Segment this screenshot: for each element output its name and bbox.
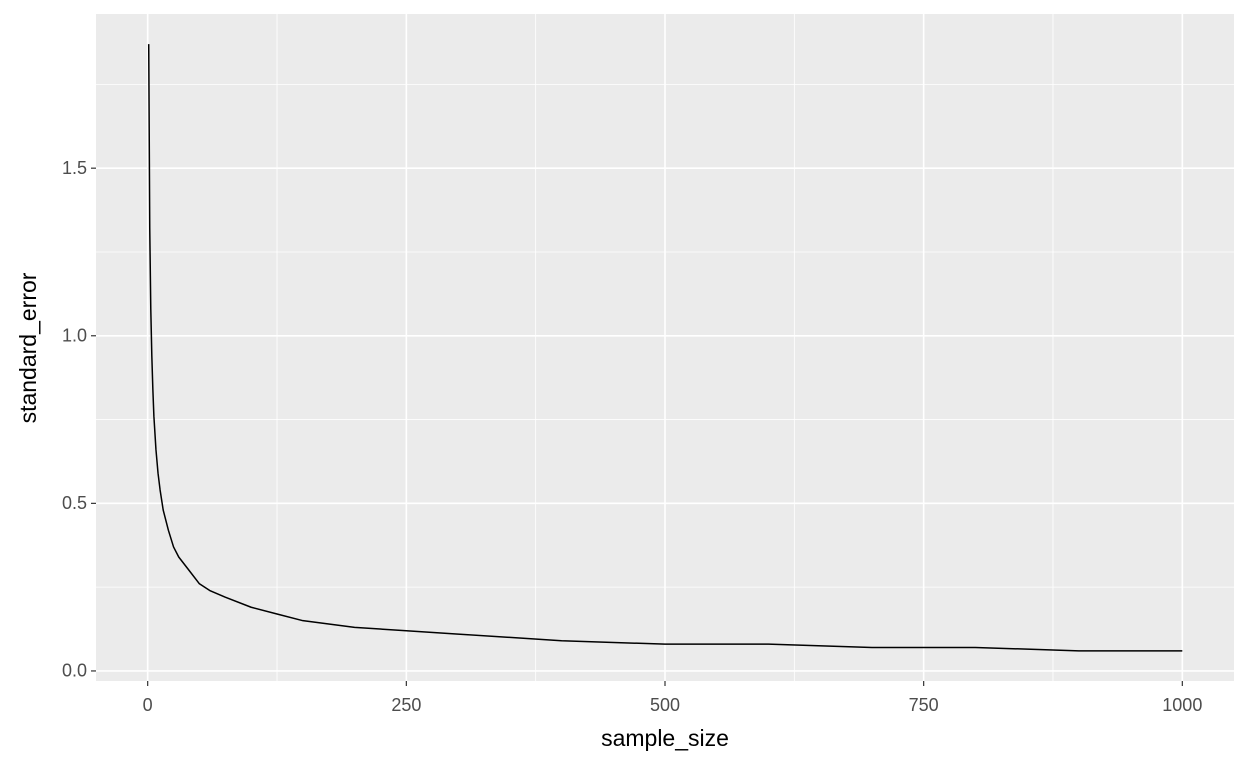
y-axis-title: standard_error bbox=[15, 272, 41, 423]
x-tick-label: 500 bbox=[650, 695, 680, 715]
x-tick-label: 750 bbox=[909, 695, 939, 715]
y-tick-label: 1.0 bbox=[62, 326, 87, 346]
y-tick-label: 0.0 bbox=[62, 661, 87, 681]
y-tick-label: 1.5 bbox=[62, 158, 87, 178]
x-tick-label: 0 bbox=[143, 695, 153, 715]
x-tick-label: 250 bbox=[391, 695, 421, 715]
line bbox=[147, 44, 1183, 652]
y-tick-label: 0.5 bbox=[62, 493, 87, 513]
x-axis-title: sample_size bbox=[601, 725, 729, 751]
x-tick-label: 1000 bbox=[1162, 695, 1202, 715]
